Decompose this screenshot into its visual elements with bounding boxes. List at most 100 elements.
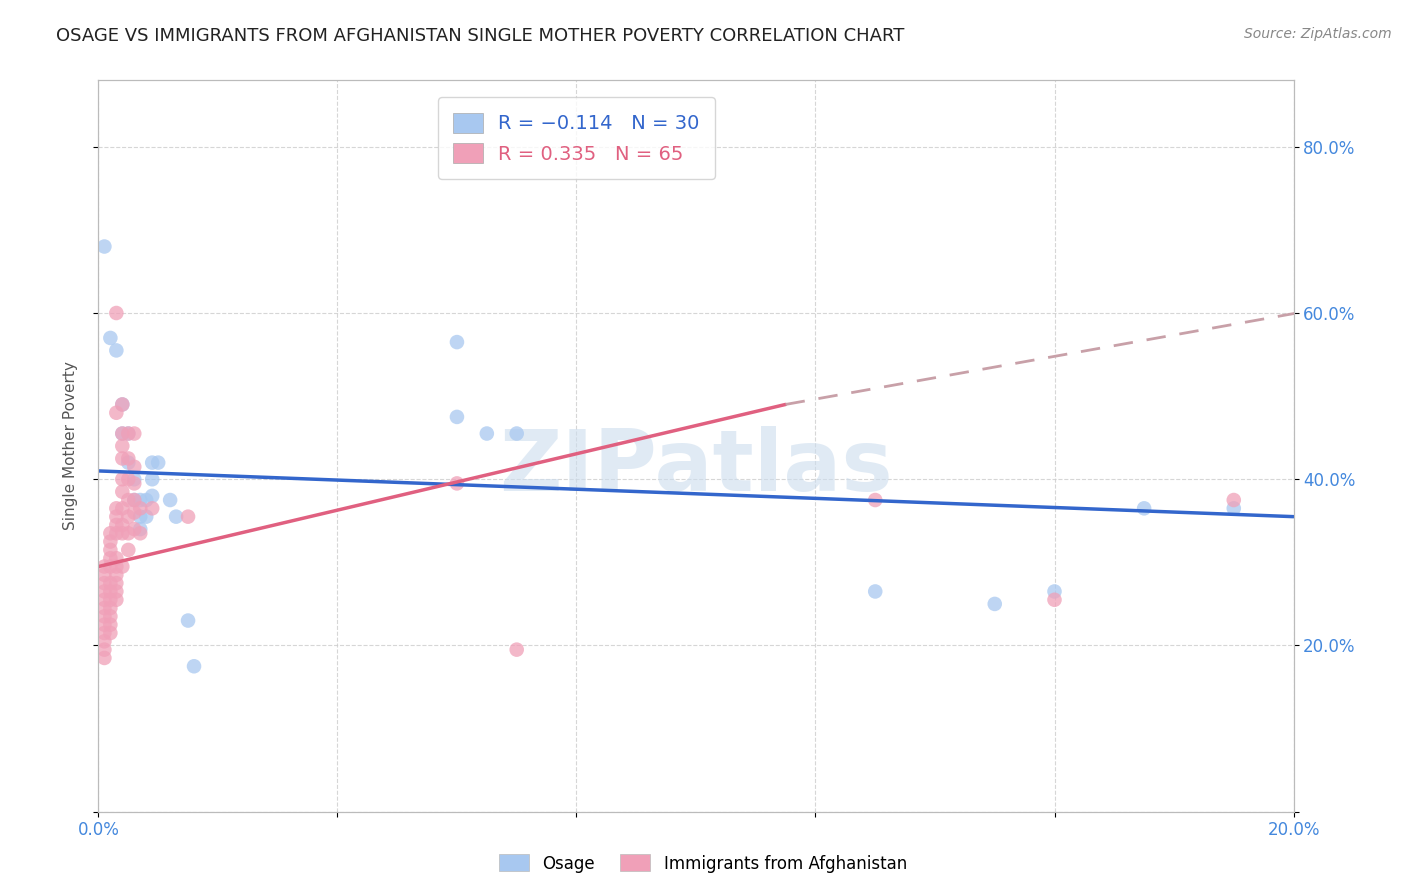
Point: [141, 456, 163, 470]
Point: [506, 426, 529, 441]
Point: [183, 659, 205, 673]
Point: [1043, 584, 1066, 599]
Point: [1043, 592, 1066, 607]
Point: [124, 472, 146, 486]
Point: [446, 409, 468, 424]
Point: [105, 343, 128, 358]
Point: [117, 542, 139, 557]
Point: [129, 509, 152, 524]
Point: [111, 559, 134, 574]
Point: [865, 493, 887, 508]
Point: [93, 584, 115, 599]
Point: [98, 592, 122, 607]
Point: [111, 501, 134, 516]
Point: [1223, 501, 1246, 516]
Point: [105, 518, 128, 533]
Text: OSAGE VS IMMIGRANTS FROM AFGHANISTAN SINGLE MOTHER POVERTY CORRELATION CHART: OSAGE VS IMMIGRANTS FROM AFGHANISTAN SIN…: [56, 27, 904, 45]
Point: [93, 634, 115, 648]
Point: [93, 576, 115, 591]
Point: [98, 601, 122, 615]
Point: [93, 617, 115, 632]
Point: [105, 509, 128, 524]
Point: [135, 509, 157, 524]
Legend: R = −0.114   N = 30, R = 0.335   N = 65: R = −0.114 N = 30, R = 0.335 N = 65: [437, 97, 716, 179]
Point: [93, 559, 115, 574]
Point: [93, 609, 115, 624]
Point: [98, 576, 122, 591]
Point: [124, 459, 146, 474]
Point: [111, 439, 134, 453]
Legend: Osage, Immigrants from Afghanistan: Osage, Immigrants from Afghanistan: [492, 847, 914, 880]
Point: [98, 534, 122, 549]
Point: [105, 406, 128, 420]
Point: [117, 472, 139, 486]
Point: [124, 493, 146, 508]
Point: [105, 501, 128, 516]
Point: [111, 518, 134, 533]
Point: [135, 493, 157, 508]
Point: [111, 397, 134, 411]
Point: [117, 526, 139, 541]
Point: [93, 567, 115, 582]
Point: [446, 476, 468, 491]
Point: [117, 493, 139, 508]
Point: [446, 335, 468, 350]
Point: [98, 584, 122, 599]
Point: [124, 493, 146, 508]
Point: [1133, 501, 1156, 516]
Point: [124, 506, 146, 520]
Point: [105, 551, 128, 566]
Point: [93, 601, 115, 615]
Point: [117, 426, 139, 441]
Point: [105, 306, 128, 320]
Point: [93, 592, 115, 607]
Point: [93, 626, 115, 640]
Point: [159, 493, 181, 508]
Point: [177, 509, 200, 524]
Point: [98, 542, 122, 557]
Point: [141, 472, 163, 486]
Point: [129, 493, 152, 508]
Y-axis label: Single Mother Poverty: Single Mother Poverty: [63, 361, 77, 531]
Point: [124, 426, 146, 441]
Point: [111, 526, 134, 541]
Point: [148, 456, 170, 470]
Point: [98, 626, 122, 640]
Point: [129, 526, 152, 541]
Point: [111, 397, 134, 411]
Point: [105, 559, 128, 574]
Point: [105, 592, 128, 607]
Point: [98, 526, 122, 541]
Point: [506, 642, 529, 657]
Point: [129, 522, 152, 536]
Point: [124, 476, 146, 491]
Point: [141, 489, 163, 503]
Point: [177, 614, 200, 628]
Point: [105, 567, 128, 582]
Text: Source: ZipAtlas.com: Source: ZipAtlas.com: [1244, 27, 1392, 41]
Point: [165, 509, 187, 524]
Point: [117, 426, 139, 441]
Point: [124, 522, 146, 536]
Point: [141, 501, 163, 516]
Point: [984, 597, 1007, 611]
Point: [117, 456, 139, 470]
Point: [93, 239, 115, 253]
Point: [98, 559, 122, 574]
Point: [111, 426, 134, 441]
Point: [98, 609, 122, 624]
Point: [111, 426, 134, 441]
Point: [93, 642, 115, 657]
Point: [1223, 493, 1246, 508]
Point: [105, 526, 128, 541]
Point: [475, 426, 498, 441]
Point: [98, 617, 122, 632]
Point: [111, 472, 134, 486]
Point: [117, 509, 139, 524]
Point: [98, 331, 122, 345]
Point: [98, 551, 122, 566]
Point: [105, 576, 128, 591]
Point: [111, 451, 134, 466]
Point: [117, 451, 139, 466]
Point: [93, 651, 115, 665]
